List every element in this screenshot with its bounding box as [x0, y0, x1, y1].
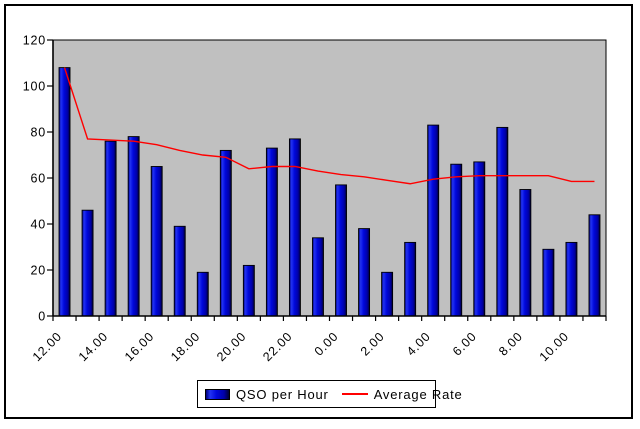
x-tick-label: 2.00 [358, 329, 387, 358]
qso-bar [242, 264, 255, 317]
qso-bar [588, 214, 601, 317]
plot-area [52, 39, 607, 317]
qso-bar [381, 271, 394, 317]
qso-bar [519, 189, 532, 317]
y-tick-label: 60 [30, 172, 46, 186]
average-rate-line [63, 67, 595, 185]
qso-bar [473, 161, 486, 317]
qso-bar [81, 209, 94, 317]
y-axis: 0 20 40 60 80 100 120 [23, 34, 53, 324]
x-tick-label: 22.00 [260, 329, 295, 364]
qso-bar [219, 149, 232, 317]
qso-bar [404, 241, 417, 317]
x-tick-label: 0.00 [312, 329, 341, 358]
qso-bar [288, 138, 301, 317]
qso-bar [58, 67, 71, 317]
qso-bars [58, 67, 601, 317]
y-tick-label: 0 [38, 310, 46, 324]
qso-bar [496, 126, 509, 317]
x-tick-label: 8.00 [496, 329, 525, 358]
x-tick-label: 18.00 [168, 329, 203, 364]
qso-bar [450, 163, 463, 317]
legend-label-qso-per-hour: QSO per Hour [236, 387, 329, 402]
qso-bar [358, 228, 371, 317]
x-tick-label: 10.00 [537, 329, 572, 364]
qso-bar [565, 241, 578, 317]
bar-series-swatch-icon [205, 388, 230, 400]
y-tick-label: 120 [23, 34, 46, 48]
qso-bar [427, 124, 440, 317]
x-tick-label: 6.00 [450, 329, 479, 358]
qso-bar [127, 136, 140, 317]
qso-bar [173, 225, 186, 317]
x-tick-label: 4.00 [404, 329, 433, 358]
qso-bar [542, 248, 555, 317]
qso-bar [104, 140, 117, 317]
x-axis [52, 316, 607, 321]
y-tick-label: 20 [30, 264, 46, 278]
x-tick-label: 16.00 [122, 329, 157, 364]
line-series-swatch-icon [341, 393, 368, 395]
qso-bar [265, 147, 278, 317]
legend-label-average-rate: Average Rate [373, 387, 463, 402]
y-tick-label: 40 [30, 218, 46, 232]
y-tick-label: 100 [23, 80, 46, 94]
x-tick-label: 14.00 [76, 329, 111, 364]
y-tick-label: 80 [30, 126, 46, 140]
qso-bar [196, 271, 209, 317]
qso-bar [150, 166, 163, 317]
x-tick-label: 12.00 [30, 329, 65, 364]
chart-legend: QSO per Hour Average Rate [197, 380, 462, 408]
qso-bar [312, 237, 324, 317]
x-tick-labels: 12.00 14.00 16.00 18.00 20.00 22.00 0.00 2.00 4.… [30, 329, 572, 364]
x-tick-label: 20.00 [214, 329, 249, 364]
qso-bar [335, 184, 347, 317]
